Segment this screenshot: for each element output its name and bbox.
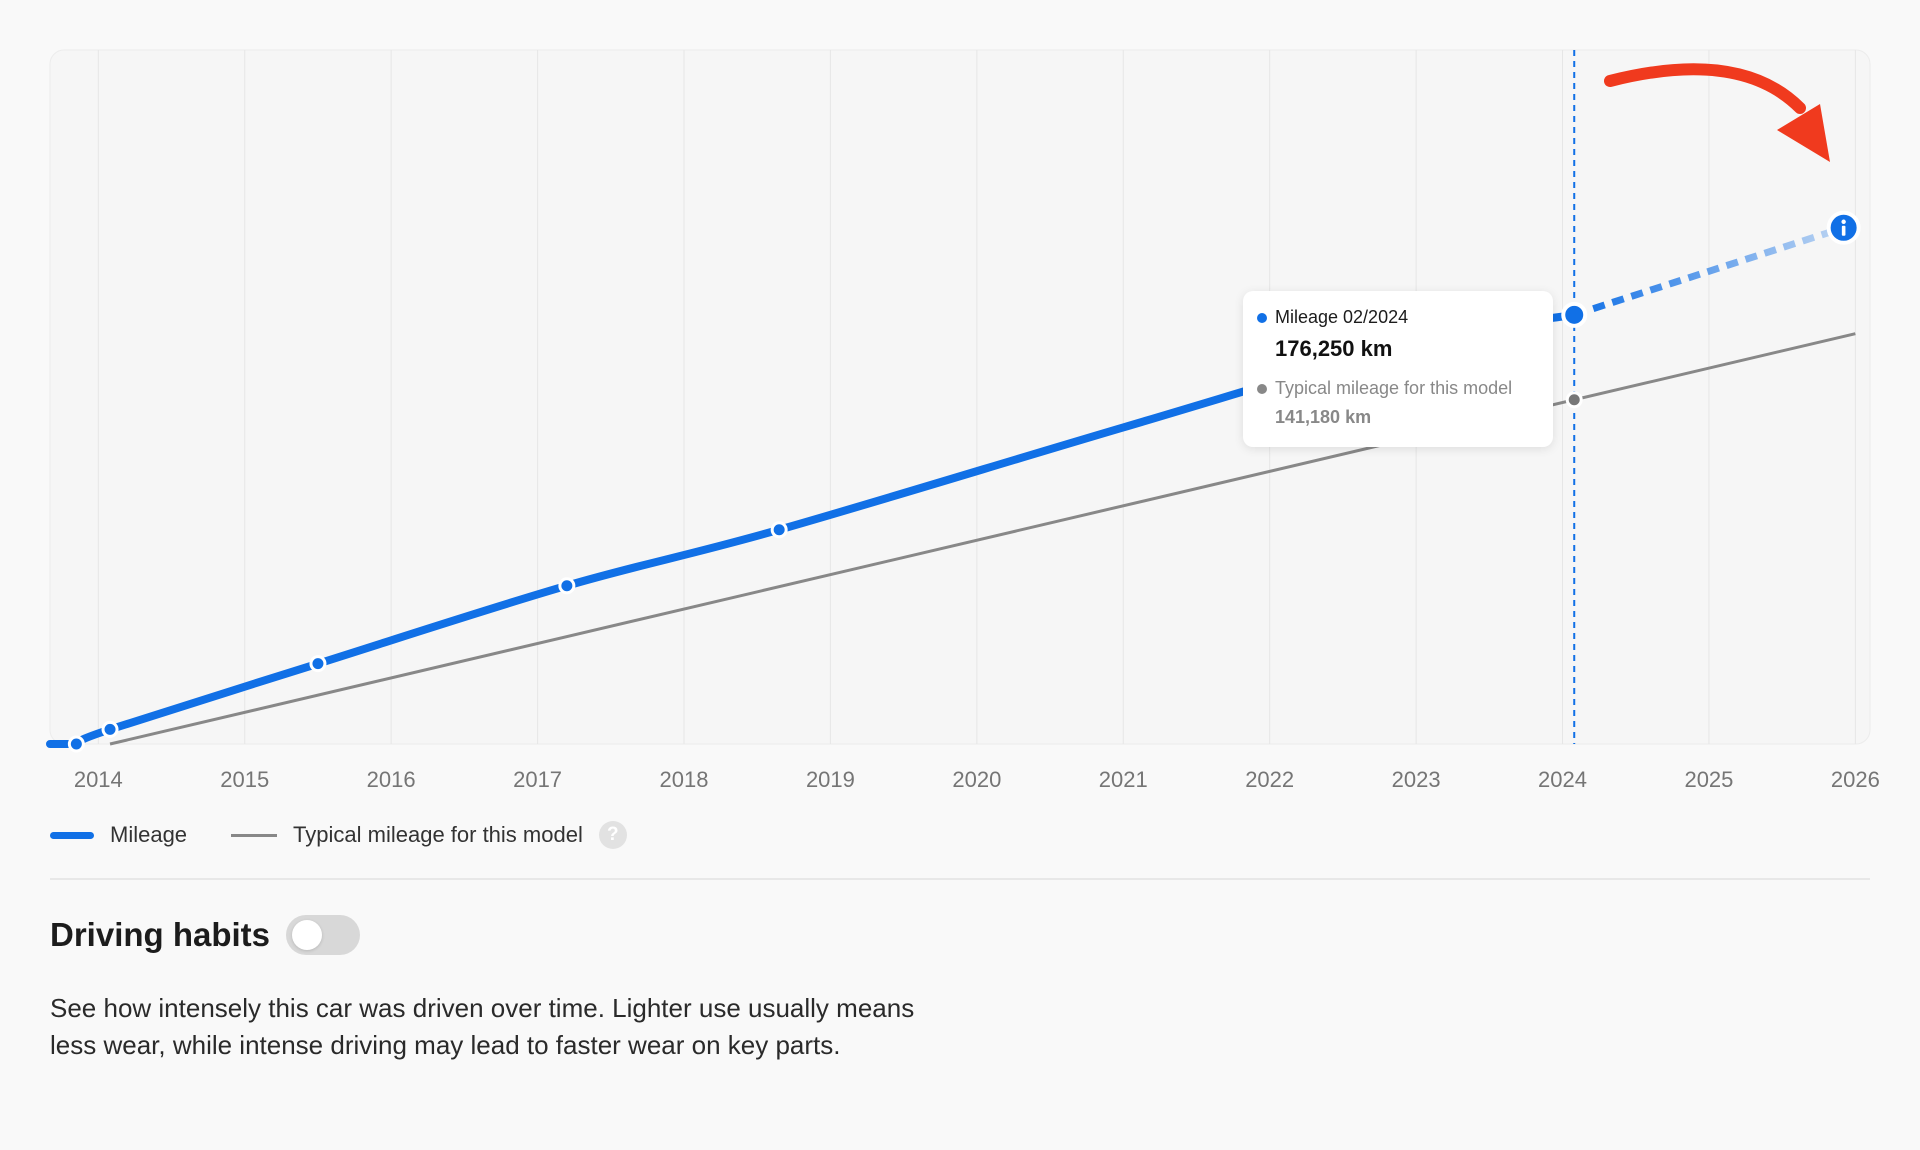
x-tick-label-2019: 2019 — [806, 767, 855, 792]
legend-swatch-mileage — [50, 831, 94, 839]
chart-tooltip: Mileage 02/2024 176,250 km Typical milea… — [1243, 291, 1553, 447]
x-tick-label-2018: 2018 — [660, 767, 709, 792]
series-typical-line — [109, 332, 1856, 746]
toggle-knob — [292, 920, 323, 950]
section-description: See how intensely this car was driven ov… — [50, 993, 915, 1060]
tooltip-typical-label: Typical mileage for this model — [1275, 378, 1513, 398]
legend-item-typical: Typical mileage for this model ? — [231, 821, 627, 849]
mileage-point-0[interactable] — [67, 735, 85, 753]
x-tick-label-2017: 2017 — [513, 767, 562, 792]
x-tick-label-2026: 2026 — [1831, 767, 1880, 792]
mileage-point-4[interactable] — [770, 521, 788, 539]
x-tick-label-2016: 2016 — [367, 767, 416, 792]
mileage-dot-icon — [1257, 312, 1267, 323]
x-tick-label-2014: 2014 — [74, 767, 123, 792]
question-circle-icon[interactable]: ? — [598, 821, 627, 849]
tooltip-title: Mileage 02/2024 — [1275, 307, 1409, 327]
chart-legend: Mileage Typical mileage for this model ? — [50, 820, 627, 850]
mileage-point-1[interactable] — [101, 720, 119, 738]
x-tick-label-2023: 2023 — [1392, 767, 1441, 792]
legend-label-typical: Typical mileage for this model — [293, 822, 583, 847]
section-divider — [50, 878, 1870, 880]
x-tick-label-2015: 2015 — [220, 767, 269, 792]
mileage-point-2[interactable] — [309, 655, 327, 673]
typical-point-highlighted — [1565, 391, 1583, 409]
driving-habits-header: Driving habits — [50, 913, 361, 957]
tooltip-typical-value: 141,180 km — [1275, 407, 1372, 427]
annotation-arrow-head — [1777, 104, 1830, 162]
mileage-chart: 2014 2015 2016 2017 2018 2019 2020 2021 2022 2023… — [46, 49, 1880, 792]
tooltip-mileage-value: 176,250 km — [1275, 336, 1393, 361]
x-tick-label-2022: 2022 — [1245, 767, 1294, 792]
legend-swatch-typical — [231, 833, 278, 837]
annotation-arrow-shaft — [1604, 63, 1806, 114]
x-tick-label-2021: 2021 — [1099, 767, 1148, 792]
mileage-point-highlighted[interactable] — [1561, 301, 1588, 328]
x-tick-label-2024: 2024 — [1538, 767, 1587, 792]
plot-area — [49, 49, 1871, 745]
x-tick-label-2025: 2025 — [1684, 767, 1733, 792]
legend-item-mileage: Mileage — [50, 822, 187, 848]
series-mileage-projection — [1573, 224, 1845, 319]
info-icon[interactable] — [1826, 210, 1861, 245]
mileage-point-3[interactable] — [558, 577, 576, 595]
driving-habits-toggle[interactable] — [286, 915, 361, 955]
x-tick-label-2020: 2020 — [952, 767, 1001, 792]
chart-canvas: 2014 2015 2016 2017 2018 2019 2020 2021 2022 2023… — [46, 49, 1880, 792]
typical-dot-icon — [1257, 383, 1267, 394]
section-title: Driving habits — [50, 916, 271, 953]
legend-label-mileage: Mileage — [110, 822, 188, 847]
